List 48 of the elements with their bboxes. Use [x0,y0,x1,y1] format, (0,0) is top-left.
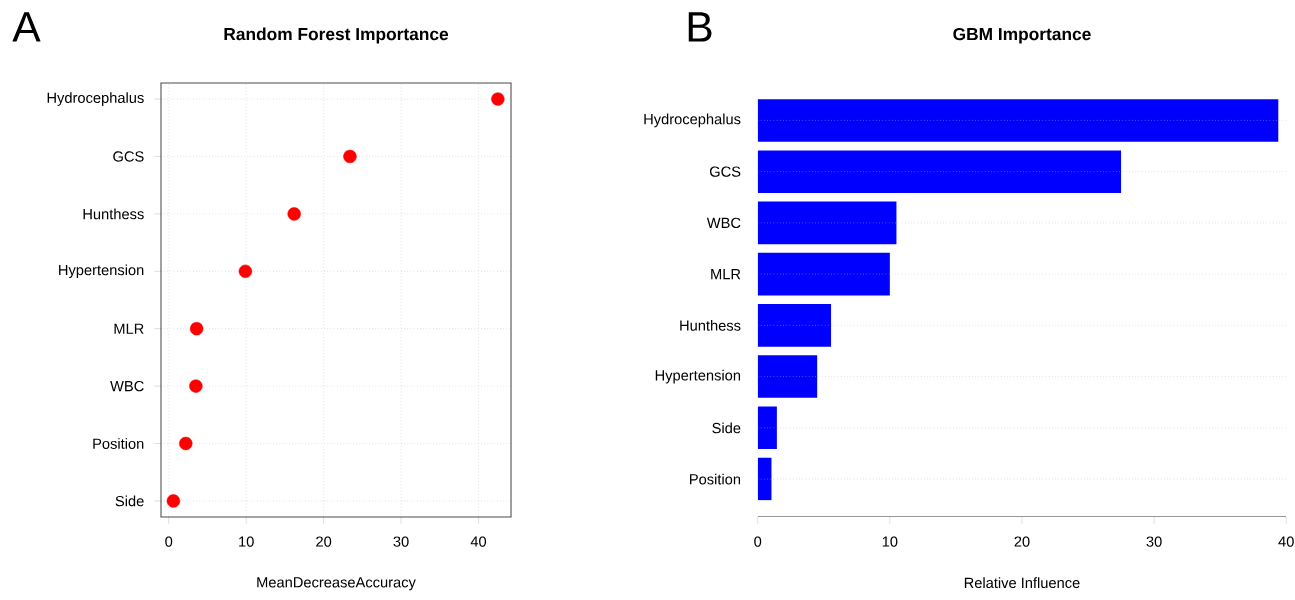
x-tick-label: 30 [1146,536,1162,547]
chart-title: Random Forest Importance [224,27,449,44]
text: A [12,12,41,42]
bar [757,457,772,501]
y-tick-label: Hydrocephalus [47,92,144,106]
y-tick-label: MLR [711,269,741,280]
bar [757,355,818,398]
y-tick-label: Hypertension [655,369,741,384]
bar [757,201,897,245]
point [287,207,301,221]
y-tick-label: Hunthess [680,319,741,331]
x-tick-label: 10 [882,536,898,547]
point [189,379,203,393]
x-tick-label: 20 [1014,536,1030,547]
x-tick-label: 40 [470,536,487,547]
point [238,264,253,278]
y-tick-label: WBC [110,380,144,392]
y-tick-label: Hypertension [59,264,144,279]
bar [757,252,890,296]
x-tick-label: 20 [316,536,332,547]
y-tick-label: Side [712,422,741,434]
point [343,149,357,164]
x-axis-title: MeanDecreaseAccuracy [257,577,416,591]
point [166,494,181,508]
text: B [688,12,712,42]
x-tick-label: 10 [239,536,254,547]
y-tick-label: WBC [706,217,741,229]
point [189,322,204,336]
x-tick-label: 30 [393,536,409,547]
bar [757,99,1279,142]
x-tick-label: 40 [1278,536,1294,547]
bar [757,406,777,450]
y-tick-label: MLR [114,323,144,334]
y-tick-label: GCS [709,166,741,177]
y-tick-label: Position [690,473,741,485]
y-tick-label: GCS [113,151,144,162]
point [491,92,505,106]
y-tick-label: Hunthess [83,208,144,220]
point [179,436,193,451]
x-axis-title: Relative Influence [964,577,1080,589]
x-tick-label: 0 [754,536,762,547]
bar [757,150,1122,193]
chart-title: GBM Importance [953,27,1091,44]
y-tick-label: Hydrocephalus [644,113,741,128]
x-tick-label: 0 [165,536,173,547]
y-tick-label: Position [93,438,144,449]
y-tick-label: Side [115,495,144,507]
bar [757,304,832,347]
